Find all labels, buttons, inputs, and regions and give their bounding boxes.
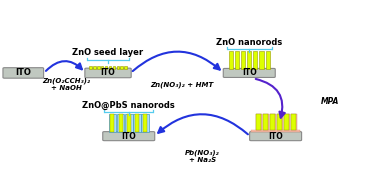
Bar [109, 66, 111, 69]
Bar [277, 114, 282, 130]
Bar [291, 114, 296, 130]
Text: ZnO nanorods: ZnO nanorods [216, 37, 282, 47]
Bar [241, 51, 245, 69]
FancyBboxPatch shape [85, 68, 131, 78]
Bar [110, 114, 115, 132]
Bar [97, 66, 99, 69]
FancyArrowPatch shape [158, 114, 248, 134]
Text: Zn(NO₃)₂ + HMT: Zn(NO₃)₂ + HMT [150, 81, 213, 88]
Text: ITO: ITO [121, 132, 136, 141]
Bar [284, 114, 290, 130]
Text: ZnO seed layer: ZnO seed layer [73, 48, 144, 57]
Bar [247, 51, 251, 69]
Text: Zn(O₂CCH₃)₂
+ NaOH: Zn(O₂CCH₃)₂ + NaOH [43, 78, 91, 91]
Bar [284, 114, 289, 130]
FancyArrowPatch shape [46, 61, 82, 71]
Bar [259, 51, 263, 69]
Bar [121, 66, 123, 69]
Text: MPA: MPA [321, 97, 339, 106]
Bar [256, 114, 262, 130]
Bar [93, 66, 96, 69]
Bar [125, 114, 133, 132]
Bar [127, 114, 131, 132]
FancyBboxPatch shape [223, 68, 275, 78]
Text: ITO: ITO [242, 68, 257, 77]
Bar [263, 114, 269, 130]
Bar [291, 114, 297, 130]
Bar [133, 114, 141, 132]
Bar [229, 51, 233, 69]
Bar [117, 114, 124, 132]
FancyBboxPatch shape [103, 132, 155, 141]
Text: ZnO@PbS nanorods: ZnO@PbS nanorods [82, 101, 175, 110]
Bar [235, 51, 239, 69]
FancyArrowPatch shape [133, 52, 220, 71]
Bar [141, 114, 149, 132]
Bar [101, 66, 104, 69]
Bar [251, 130, 300, 132]
Text: ITO: ITO [268, 132, 283, 141]
Bar [266, 51, 270, 69]
Bar [277, 114, 283, 130]
FancyBboxPatch shape [3, 68, 43, 78]
Bar [113, 66, 115, 69]
Bar [256, 114, 261, 130]
Bar [108, 114, 116, 132]
Bar [253, 51, 257, 69]
Bar [135, 114, 139, 132]
FancyArrowPatch shape [256, 79, 285, 118]
Bar [143, 114, 147, 132]
Bar [116, 66, 119, 69]
Text: ITO: ITO [15, 68, 31, 77]
FancyBboxPatch shape [249, 132, 302, 141]
Bar [89, 66, 91, 69]
Bar [105, 66, 107, 69]
Bar [270, 114, 276, 130]
Bar [270, 114, 275, 130]
Bar [124, 66, 127, 69]
Text: Pb(NO₃)₂
+ Na₂S: Pb(NO₃)₂ + Na₂S [185, 149, 220, 163]
Text: ITO: ITO [101, 68, 115, 77]
Bar [119, 114, 122, 132]
Bar [263, 114, 268, 130]
